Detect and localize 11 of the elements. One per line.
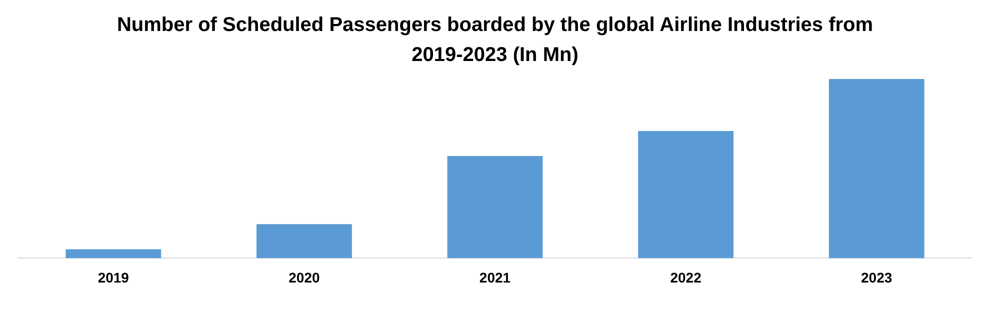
bar — [66, 249, 162, 258]
x-tick-label: 2020 — [288, 269, 320, 286]
bar — [828, 79, 924, 258]
bar — [256, 224, 352, 258]
x-tick-label: 2023 — [861, 269, 892, 286]
bar — [638, 130, 734, 258]
bar — [447, 156, 543, 258]
x-tick-label: 2019 — [98, 269, 130, 286]
x-tick-label: 2022 — [670, 269, 702, 286]
x-tick-label: 2021 — [479, 269, 511, 286]
chart-title: Number of Scheduled Passengers boarded by the global Airline Industries from 2019-2023 (In Mn) — [116, 13, 874, 68]
